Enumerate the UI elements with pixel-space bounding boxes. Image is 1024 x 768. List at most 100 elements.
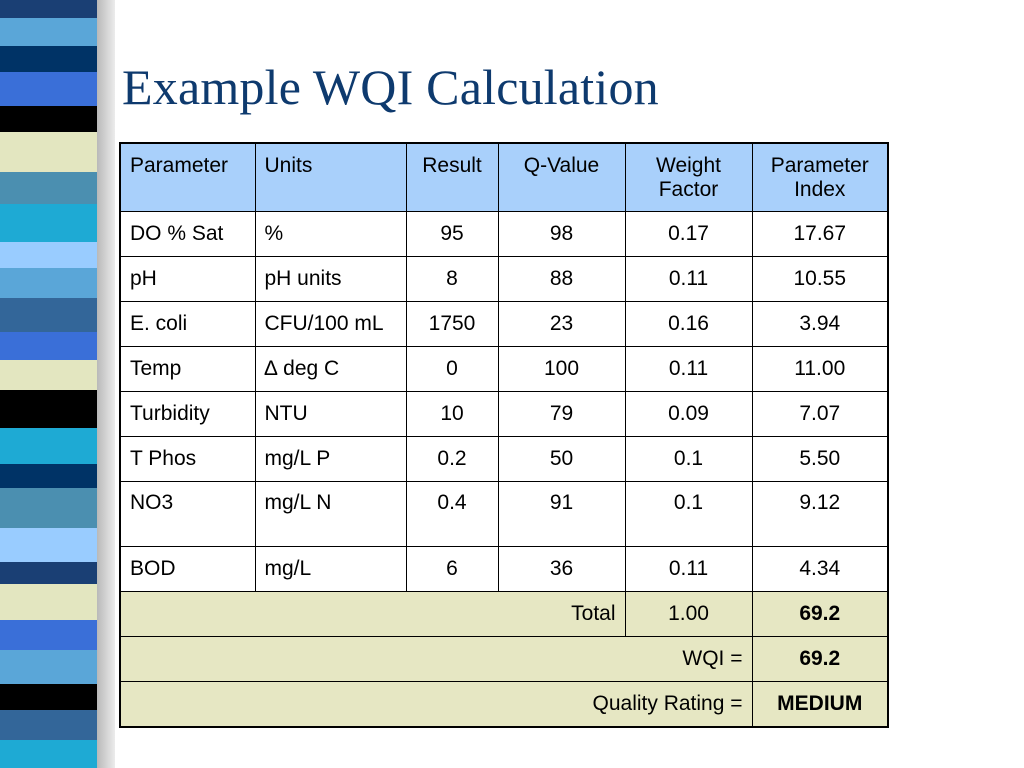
- table-row: Turbidity NTU 10 79 0.09 7.07: [119, 390, 889, 437]
- cell-result: 95: [405, 210, 499, 257]
- strip-band: [0, 242, 97, 268]
- cell-parameter-index: 4.34: [751, 545, 889, 592]
- strip-band: [0, 0, 97, 18]
- cell-units: mg/L: [254, 545, 407, 592]
- cell-q-value: 98: [497, 210, 626, 257]
- cell-units: ∆ deg C: [254, 345, 407, 392]
- header-units: Units: [254, 142, 407, 212]
- cell-weight-factor: 0.1: [624, 435, 753, 482]
- cell-parameter: NO3: [119, 480, 256, 547]
- slide-title: Example WQI Calculation: [122, 59, 659, 115]
- cell-parameter: BOD: [119, 545, 256, 592]
- strip-shadow: [97, 0, 115, 768]
- cell-parameter-index: 11.00: [751, 345, 889, 392]
- cell-weight-factor: 0.11: [624, 545, 753, 592]
- strip-band: [0, 562, 97, 584]
- strip-band: [0, 464, 97, 488]
- cell-weight-factor: 0.11: [624, 255, 753, 302]
- strip-band: [0, 332, 97, 360]
- cell-parameter: Turbidity: [119, 390, 256, 437]
- strip-band: [0, 488, 97, 528]
- wqi-row: WQI = 69.2: [119, 635, 889, 682]
- cell-units: NTU: [254, 390, 407, 437]
- cell-parameter: Temp: [119, 345, 256, 392]
- cell-result: 6: [405, 545, 499, 592]
- header-parameter: Parameter: [119, 142, 256, 212]
- cell-parameter-index: 7.07: [751, 390, 889, 437]
- strip-band: [0, 46, 97, 72]
- strip-band: [0, 360, 97, 390]
- cell-units: %: [254, 210, 407, 257]
- cell-q-value: 50: [497, 435, 626, 482]
- cell-parameter: DO % Sat: [119, 210, 256, 257]
- strip-band: [0, 390, 97, 428]
- cell-weight-factor: 0.09: [624, 390, 753, 437]
- strip-band: [0, 620, 97, 650]
- strip-band: [0, 710, 97, 740]
- table-row: E. coli CFU/100 mL 1750 23 0.16 3.94: [119, 300, 889, 347]
- header-q-value: Q-Value: [497, 142, 626, 212]
- cell-q-value: 36: [497, 545, 626, 592]
- strip-band: [0, 268, 97, 298]
- cell-q-value: 88: [497, 255, 626, 302]
- cell-parameter: E. coli: [119, 300, 256, 347]
- strip-band: [0, 132, 97, 172]
- table-row: NO3 mg/L N 0.4 91 0.1 9.12: [119, 480, 889, 547]
- strip-band: [0, 528, 97, 562]
- cell-parameter: T Phos: [119, 435, 256, 482]
- cell-parameter: pH: [119, 255, 256, 302]
- cell-parameter-index: 5.50: [751, 435, 889, 482]
- total-label: Total: [119, 590, 626, 637]
- cell-q-value: 100: [497, 345, 626, 392]
- strip-band: [0, 204, 97, 242]
- cell-result: 8: [405, 255, 499, 302]
- total-index: 69.2: [751, 590, 889, 637]
- cell-units: pH units: [254, 255, 407, 302]
- strip-band: [0, 72, 97, 106]
- strip-band: [0, 684, 97, 710]
- strip-band: [0, 298, 97, 332]
- cell-q-value: 23: [497, 300, 626, 347]
- cell-result: 0.4: [405, 480, 499, 547]
- strip-band: [0, 172, 97, 204]
- cell-result: 0.2: [405, 435, 499, 482]
- header-parameter-index: Parameter Index: [751, 142, 889, 212]
- cell-result: 1750: [405, 300, 499, 347]
- cell-q-value: 79: [497, 390, 626, 437]
- table-header-row: Parameter Units Result Q-Value Weight Fa…: [119, 142, 889, 212]
- strip-band: [0, 428, 97, 464]
- table-row: BOD mg/L 6 36 0.11 4.34: [119, 545, 889, 592]
- strip-band: [0, 106, 97, 132]
- cell-weight-factor: 0.1: [624, 480, 753, 547]
- wqi-value: 69.2: [751, 635, 889, 682]
- table-row: DO % Sat % 95 98 0.17 17.67: [119, 210, 889, 257]
- total-row: Total 1.00 69.2: [119, 590, 889, 637]
- table-row: T Phos mg/L P 0.2 50 0.1 5.50: [119, 435, 889, 482]
- cell-result: 10: [405, 390, 499, 437]
- strip-band: [0, 584, 97, 620]
- cell-units: mg/L N: [254, 480, 407, 547]
- strip-band: [0, 740, 97, 768]
- cell-parameter-index: 10.55: [751, 255, 889, 302]
- wqi-label: WQI =: [119, 635, 753, 682]
- cell-weight-factor: 0.17: [624, 210, 753, 257]
- decorative-side-strip: [0, 0, 118, 768]
- header-weight-factor: Weight Factor: [624, 142, 753, 212]
- cell-parameter-index: 9.12: [751, 480, 889, 547]
- cell-parameter-index: 3.94: [751, 300, 889, 347]
- table-row: Temp ∆ deg C 0 100 0.11 11.00: [119, 345, 889, 392]
- quality-rating-label: Quality Rating =: [119, 680, 753, 727]
- cell-units: CFU/100 mL: [254, 300, 407, 347]
- cell-units: mg/L P: [254, 435, 407, 482]
- cell-result: 0: [405, 345, 499, 392]
- cell-weight-factor: 0.11: [624, 345, 753, 392]
- strip-band: [0, 18, 97, 46]
- table-row: pH pH units 8 88 0.11 10.55: [119, 255, 889, 302]
- cell-parameter-index: 17.67: [751, 210, 889, 257]
- total-weight: 1.00: [624, 590, 753, 637]
- quality-rating-value: MEDIUM: [751, 680, 889, 727]
- wqi-table: Parameter Units Result Q-Value Weight Fa…: [119, 142, 889, 728]
- cell-q-value: 91: [497, 480, 626, 547]
- cell-weight-factor: 0.16: [624, 300, 753, 347]
- strip-band: [0, 650, 97, 684]
